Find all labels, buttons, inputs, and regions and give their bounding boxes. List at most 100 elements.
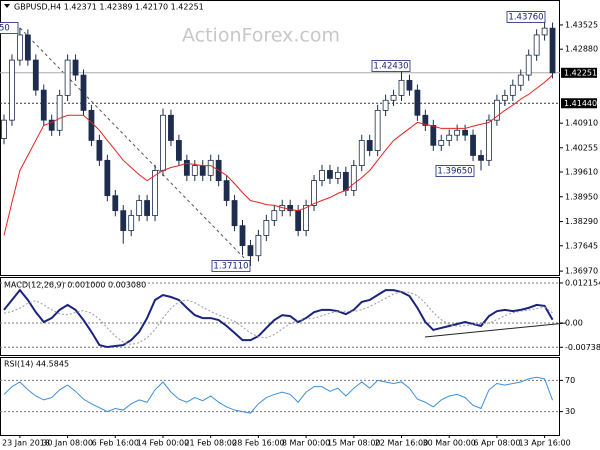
candle-body bbox=[255, 235, 262, 257]
macd-label: MACD(12,26,9) 0.001000 0.003080 bbox=[4, 281, 146, 290]
candle-body bbox=[120, 210, 127, 231]
candle-body bbox=[509, 84, 516, 96]
annotation-box bbox=[211, 260, 251, 272]
x-tick-label: 21 Feb 08:00 bbox=[184, 439, 236, 448]
candle-body bbox=[168, 114, 174, 141]
candle-body bbox=[239, 225, 246, 246]
level-box bbox=[561, 98, 597, 109]
x-tick-label: 13 Apr 16:00 bbox=[519, 439, 571, 448]
candle-body bbox=[541, 27, 548, 36]
y-tick-label: 0.00 bbox=[565, 319, 583, 328]
x-tick-label: 8 Mar 00:00 bbox=[282, 439, 330, 448]
moving-average bbox=[3, 74, 553, 236]
annotation-box bbox=[371, 60, 411, 72]
x-tick-label: 23 Jan 2018 bbox=[2, 439, 50, 448]
candle-body bbox=[112, 195, 119, 212]
candle-body bbox=[231, 200, 238, 227]
candle-body bbox=[48, 119, 55, 131]
annotation-box bbox=[435, 165, 475, 177]
candle-body bbox=[390, 94, 397, 101]
candle-body bbox=[136, 200, 143, 216]
candle-body bbox=[382, 99, 389, 111]
y-tick-label: 1.38290 bbox=[565, 217, 598, 226]
annotation-box bbox=[506, 11, 546, 23]
candle-body bbox=[478, 155, 484, 161]
macd-trend-line bbox=[424, 322, 567, 338]
candle-body bbox=[191, 165, 198, 176]
candle-body bbox=[462, 129, 469, 136]
candle-body bbox=[207, 159, 214, 176]
candle-body bbox=[374, 110, 381, 151]
candle-body bbox=[342, 171, 349, 191]
candle-body bbox=[16, 34, 23, 61]
candle-body bbox=[303, 205, 310, 231]
candle-body bbox=[72, 59, 79, 76]
candle-body bbox=[493, 99, 500, 121]
candle-body bbox=[366, 140, 373, 151]
candle-body bbox=[470, 134, 476, 156]
candle-body bbox=[199, 165, 206, 176]
candle-body bbox=[486, 119, 492, 161]
last-price-box bbox=[561, 67, 597, 78]
candle-body bbox=[454, 129, 461, 136]
candle-body bbox=[271, 210, 278, 221]
candle-body bbox=[183, 159, 190, 176]
main-frame bbox=[0, 0, 560, 276]
y-tick-label: 1.40255 bbox=[565, 143, 598, 152]
candle-body bbox=[446, 134, 453, 141]
candle-body bbox=[295, 210, 302, 231]
candle-body bbox=[549, 27, 556, 74]
series-line bbox=[3, 376, 554, 414]
y-tick-label: 1.38950 bbox=[565, 192, 598, 201]
candle-body bbox=[104, 159, 111, 197]
candle-body bbox=[327, 170, 333, 179]
chart-title: GBPUSD,H4 1.42371 1.42389 1.42170 1.4225… bbox=[14, 3, 204, 12]
candle-body bbox=[438, 140, 445, 146]
candle-body bbox=[40, 89, 47, 121]
y-tick-label: 0.012154 bbox=[565, 279, 600, 288]
candle-body bbox=[56, 94, 63, 131]
candle-body bbox=[358, 140, 365, 166]
title-arrow bbox=[4, 4, 10, 8]
y-tick-label: 30 bbox=[565, 407, 575, 416]
candle-body bbox=[533, 34, 540, 56]
y-tick-label: 1.40910 bbox=[565, 119, 598, 128]
candle-body bbox=[223, 180, 230, 201]
candle-body bbox=[334, 171, 341, 179]
x-tick-label: 22 Mar 16:00 bbox=[375, 439, 428, 448]
candle-body bbox=[32, 59, 39, 91]
candle-body bbox=[517, 74, 524, 86]
annotation: 1.39650 bbox=[437, 167, 472, 177]
candle-body bbox=[144, 200, 151, 216]
candle-body bbox=[247, 245, 254, 257]
annotation: 1.42430 bbox=[373, 62, 408, 72]
candle-body bbox=[9, 59, 15, 121]
x-tick-label: 28 Feb 16:00 bbox=[232, 439, 284, 448]
candle-body bbox=[160, 114, 166, 171]
last-price-label: 1.42251 bbox=[564, 68, 597, 77]
candle-body bbox=[263, 220, 270, 236]
x-tick-label: 30 Mar 00:00 bbox=[422, 439, 475, 448]
x-tick-label: 14 Feb 00:00 bbox=[137, 439, 189, 448]
candle-body bbox=[319, 170, 325, 182]
candle-body bbox=[1, 119, 7, 139]
trend-line bbox=[19, 27, 249, 263]
watermark: ActionForex.com bbox=[182, 25, 340, 47]
candle-body bbox=[64, 59, 71, 96]
candle-body bbox=[175, 140, 182, 161]
candle-body bbox=[287, 205, 294, 212]
series-line bbox=[3, 288, 554, 349]
candle-body bbox=[406, 79, 413, 91]
macd-frame bbox=[0, 277, 560, 356]
candle-body bbox=[80, 74, 87, 111]
annotation: 1.37110 bbox=[213, 262, 248, 272]
candle-body bbox=[128, 215, 135, 231]
y-tick-label: 1.43525 bbox=[565, 20, 598, 29]
candle-body bbox=[414, 89, 421, 116]
candle-body bbox=[24, 34, 31, 61]
annotation: 1.43760 bbox=[508, 13, 543, 23]
candle-body bbox=[311, 180, 317, 206]
x-tick-label: 15 Mar 08:00 bbox=[327, 439, 380, 448]
rsi-label: RSI(14) 44.5845 bbox=[4, 360, 69, 369]
